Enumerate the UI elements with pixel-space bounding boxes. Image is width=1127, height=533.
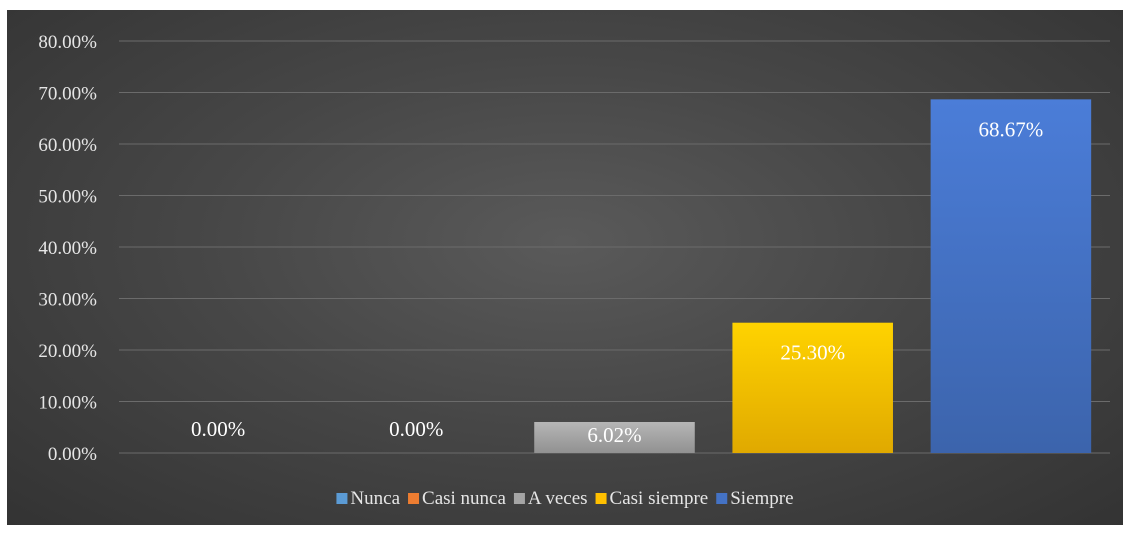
gridlines bbox=[119, 40, 1110, 454]
y-tick-label: 20.00% bbox=[38, 341, 97, 362]
legend: Nunca Casi nunca A veces Casi siempre Siempr… bbox=[336, 488, 794, 509]
data-label: 25.30% bbox=[780, 341, 845, 365]
y-tick-label: 60.00% bbox=[38, 135, 97, 156]
legend-swatch bbox=[408, 493, 420, 504]
data-label: 0.00% bbox=[389, 417, 443, 441]
y-tick-label: 50.00% bbox=[38, 187, 97, 208]
data-labels: 0.00% 0.00% 6.02% 25.30% 68.67% bbox=[191, 117, 1043, 447]
data-label: 0.00% bbox=[191, 417, 245, 441]
legend-label: Nunca bbox=[350, 488, 400, 509]
y-axis: 0.00% 10.00% 20.00% 30.00% 40.00% 50.00% 60.00… bbox=[38, 32, 97, 465]
y-tick-label: 80.00% bbox=[38, 32, 97, 53]
bar bbox=[732, 322, 893, 453]
legend-label: Casi nunca bbox=[422, 488, 506, 509]
legend-label: A veces bbox=[528, 488, 588, 509]
data-label: 6.02% bbox=[587, 423, 641, 447]
legend-label: Siempre bbox=[730, 488, 793, 509]
legend-swatch bbox=[513, 493, 525, 504]
legend-label: Casi siempre bbox=[610, 488, 709, 509]
y-tick-label: 0.00% bbox=[48, 444, 97, 465]
y-tick-label: 30.00% bbox=[38, 290, 97, 311]
legend-swatch bbox=[336, 493, 348, 504]
bar bbox=[534, 421, 695, 453]
y-tick-label: 10.00% bbox=[38, 393, 97, 414]
bar-chart: 0.00% 10.00% 20.00% 30.00% 40.00% 50.00% 60.00… bbox=[38, 32, 1110, 509]
data-label: 68.67% bbox=[979, 117, 1044, 141]
bars bbox=[534, 99, 1092, 454]
y-tick-label: 40.00% bbox=[38, 238, 97, 259]
y-tick-label: 70.00% bbox=[38, 84, 97, 105]
chart-area: 0.00% 10.00% 20.00% 30.00% 40.00% 50.00% 60.00… bbox=[7, 10, 1123, 525]
legend-swatch bbox=[716, 493, 728, 504]
bar bbox=[930, 99, 1092, 454]
legend-swatch bbox=[595, 493, 607, 504]
